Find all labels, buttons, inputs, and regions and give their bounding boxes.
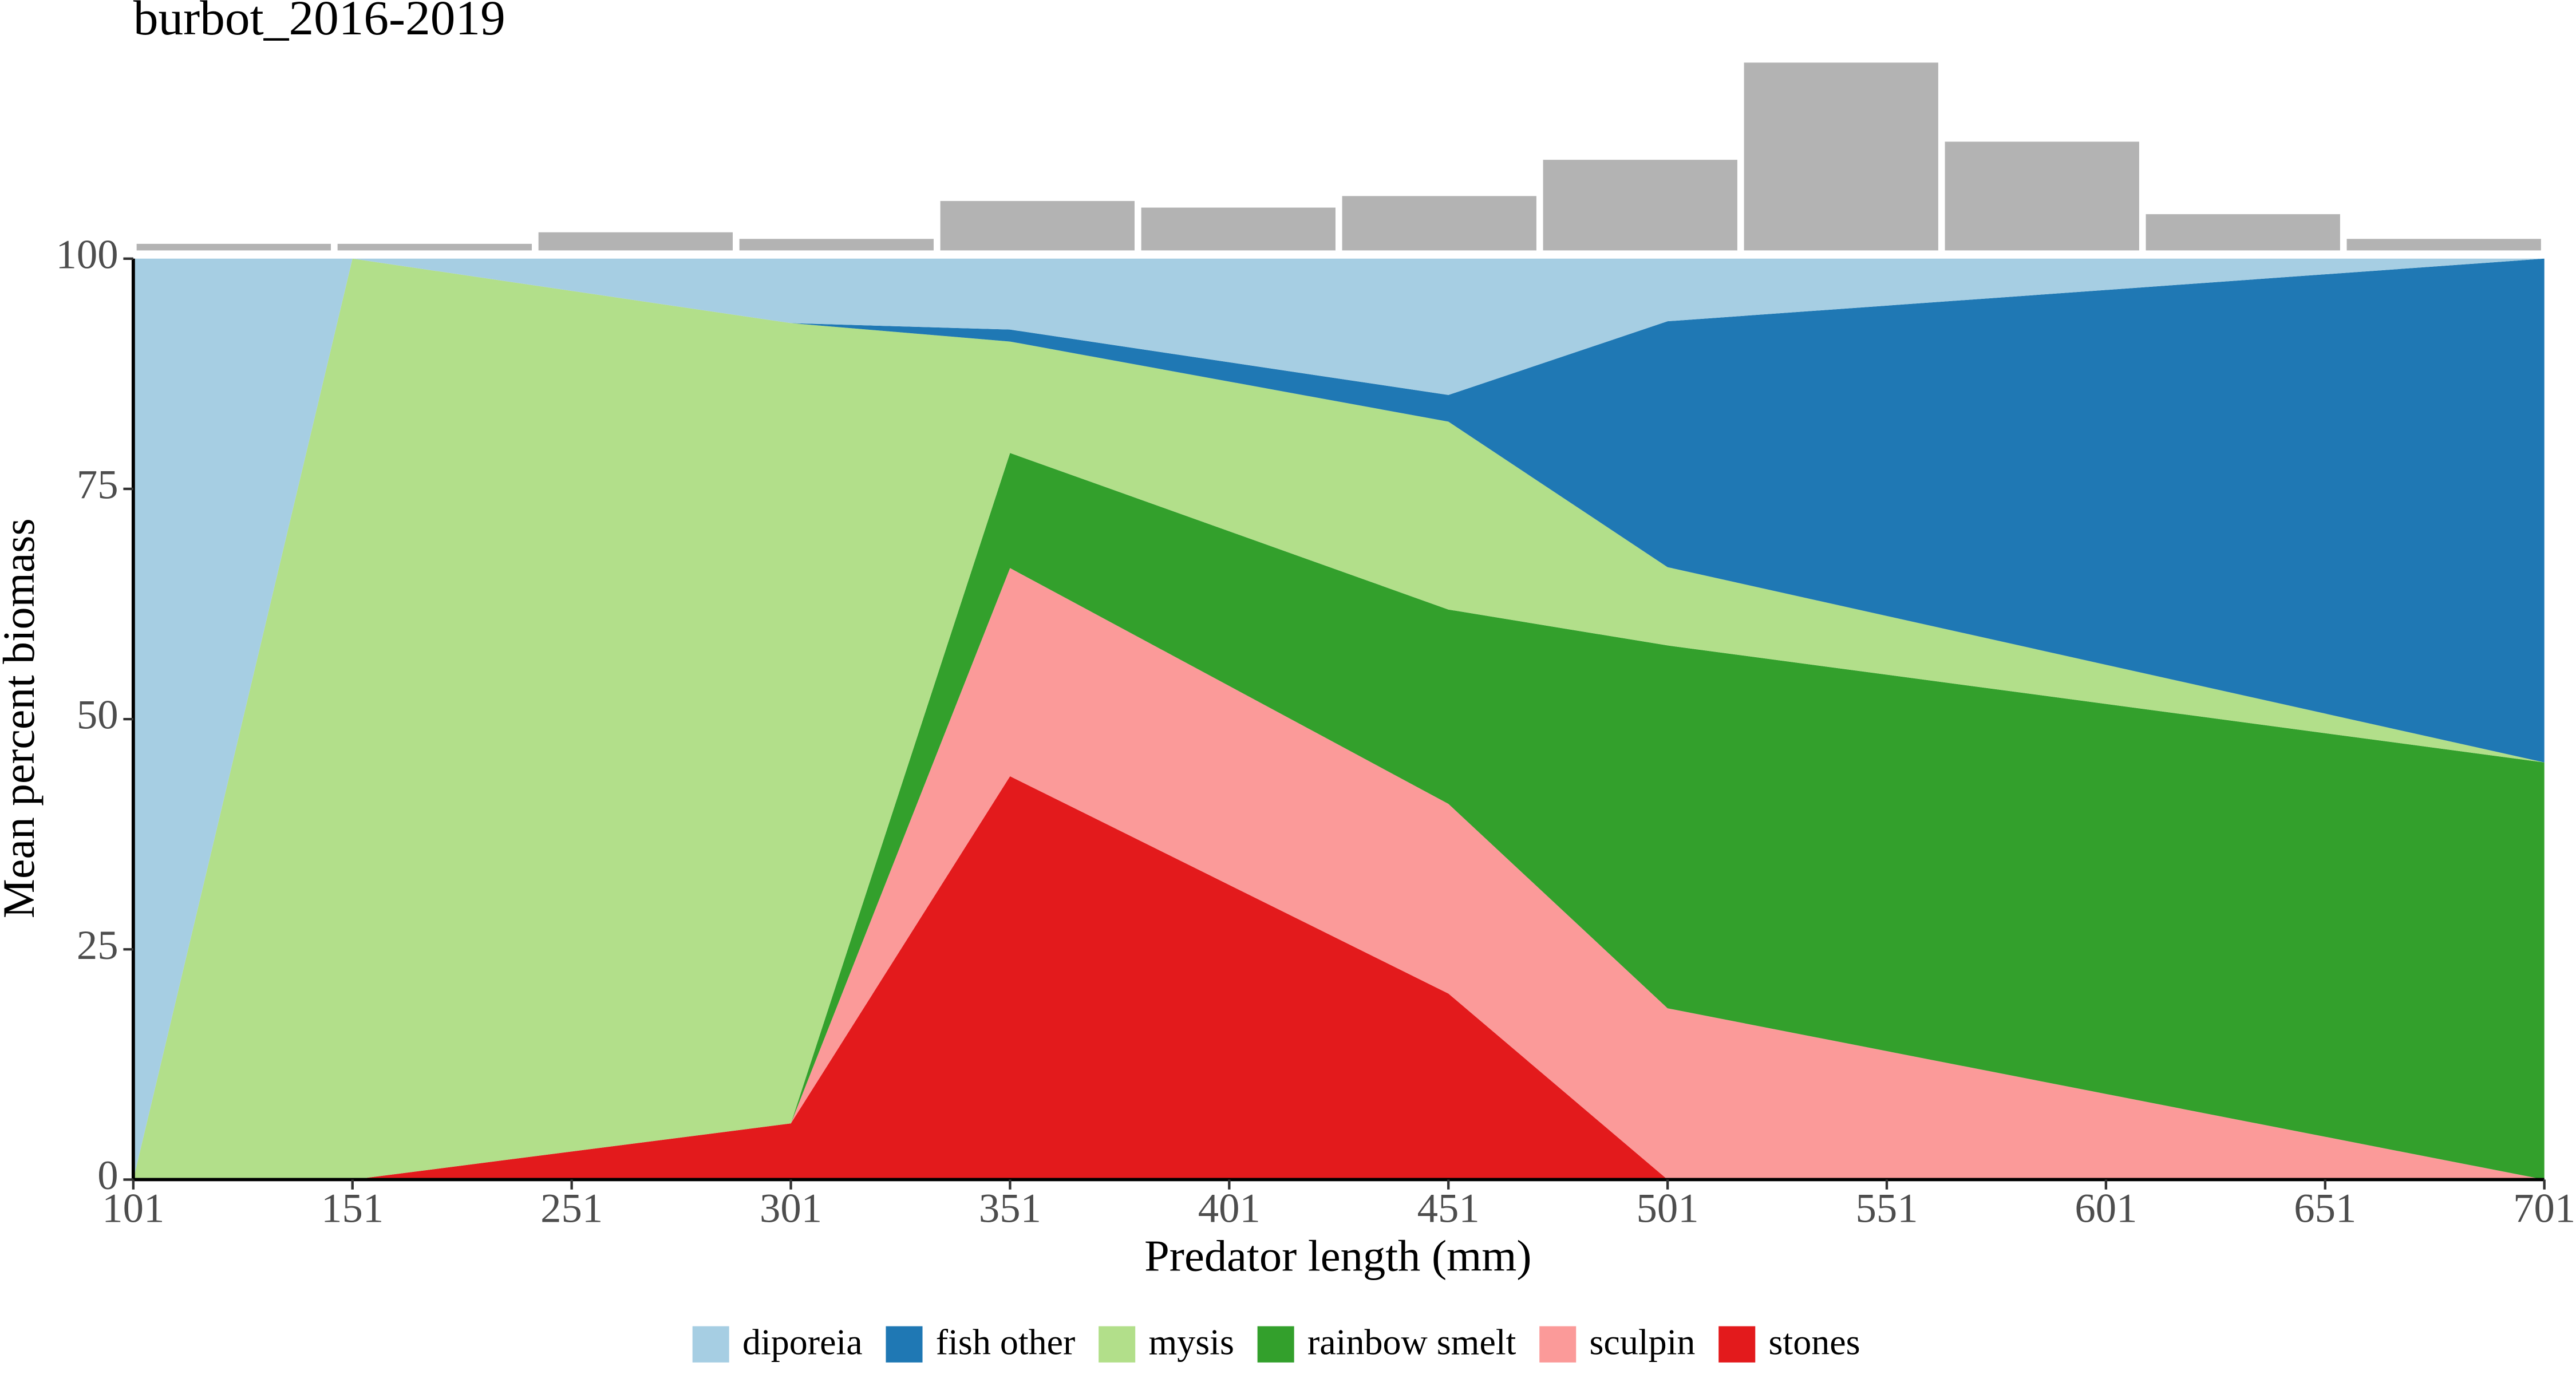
y-tick-label: 0 xyxy=(97,1152,118,1198)
x-tick-label: 251 xyxy=(540,1186,603,1231)
x-tick-label: 651 xyxy=(2294,1186,2356,1231)
legend-label: sculpin xyxy=(1590,1322,1696,1363)
area xyxy=(133,258,2545,1180)
legend-swatch xyxy=(1718,1326,1756,1363)
legend-label: stones xyxy=(1769,1322,1860,1363)
legend-swatch xyxy=(1257,1326,1294,1363)
x-tick-label: 551 xyxy=(1855,1186,1918,1231)
histogram-bar xyxy=(538,232,733,251)
y-tick-label: 25 xyxy=(77,922,118,968)
area xyxy=(133,776,2545,1180)
legend-item: rainbow smelt xyxy=(1257,1322,1516,1363)
x-axis-title: Predator length (mm) xyxy=(1144,1231,1531,1281)
legend-label: mysis xyxy=(1148,1322,1234,1363)
x-tick-label: 351 xyxy=(979,1186,1041,1231)
legend-label: fish other xyxy=(936,1322,1076,1363)
y-tick-label: 75 xyxy=(77,462,118,508)
x-tick-label: 451 xyxy=(1417,1186,1480,1231)
legend-item: diporeia xyxy=(692,1322,863,1363)
histogram-bar xyxy=(136,243,331,251)
histogram-bar xyxy=(940,201,1135,251)
y-axis-title: Mean percent biomass xyxy=(0,518,44,918)
chart-title: burbot_2016-2019 xyxy=(133,0,505,45)
histogram-bar xyxy=(1141,207,1336,251)
x-tick-label: 701 xyxy=(2513,1186,2575,1231)
histogram-bar xyxy=(1744,62,1938,251)
x-tick-label: 151 xyxy=(321,1186,384,1231)
histogram-bar xyxy=(739,239,934,251)
legend-swatch xyxy=(1099,1326,1136,1363)
legend-swatch xyxy=(1539,1326,1577,1363)
histogram-bar xyxy=(2346,239,2541,251)
legend-label: rainbow smelt xyxy=(1307,1322,1516,1363)
area xyxy=(133,568,2545,1180)
x-tick-label: 601 xyxy=(2075,1186,2137,1231)
histogram-bar xyxy=(1543,160,1737,251)
area xyxy=(133,258,2545,1180)
legend-swatch xyxy=(692,1326,729,1363)
legend-swatch xyxy=(886,1326,923,1363)
x-tick-label: 401 xyxy=(1198,1186,1261,1231)
histogram-bar xyxy=(1342,196,1536,251)
y-tick-label: 100 xyxy=(56,232,118,278)
legend-label: diporeia xyxy=(742,1322,863,1363)
legend-item: mysis xyxy=(1099,1322,1234,1363)
x-tick-label: 101 xyxy=(102,1186,164,1231)
y-tick-label: 50 xyxy=(77,692,118,738)
histogram-bar xyxy=(337,243,532,251)
histogram-bar xyxy=(1945,141,2139,251)
histogram-bar xyxy=(2146,214,2340,251)
legend-item: sculpin xyxy=(1539,1322,1695,1363)
legend-item: stones xyxy=(1718,1322,1860,1363)
x-tick-label: 301 xyxy=(760,1186,822,1231)
x-tick-label: 501 xyxy=(1637,1186,1699,1231)
legend-item: fish other xyxy=(886,1322,1075,1363)
area xyxy=(133,453,2545,1180)
